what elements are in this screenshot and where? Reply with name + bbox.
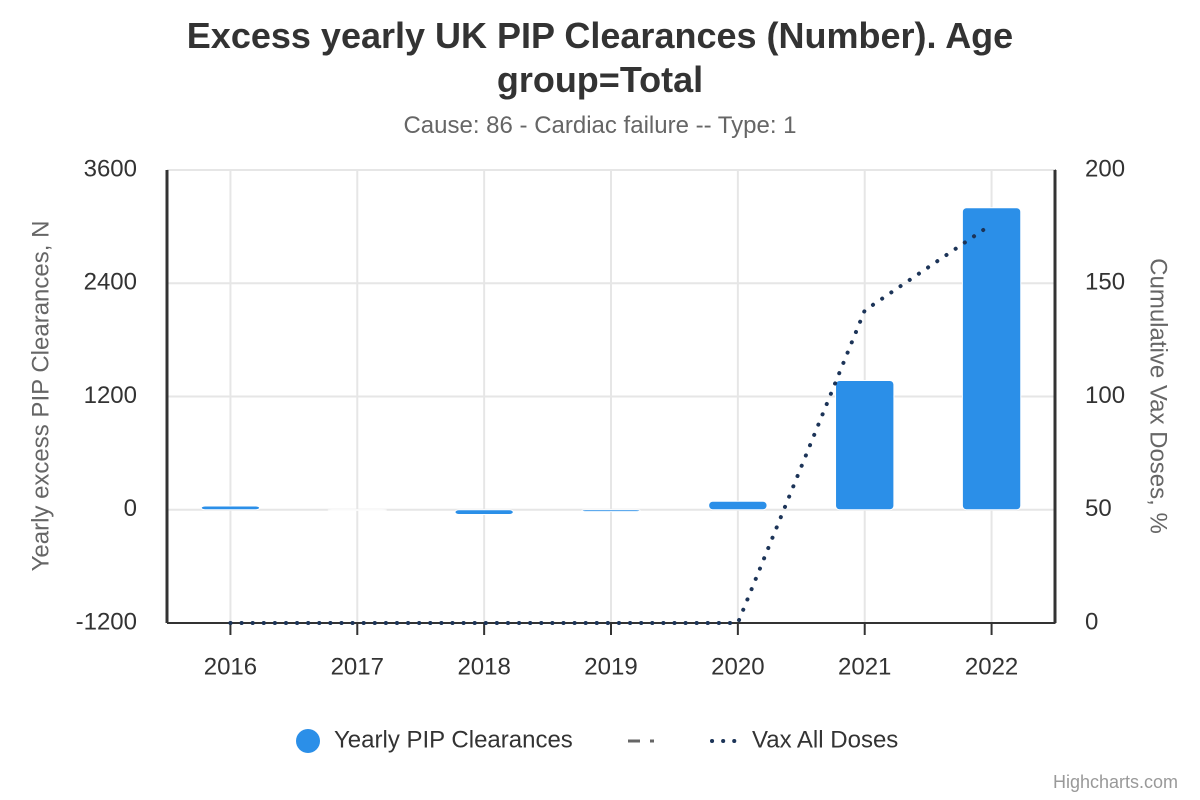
y-axis-title: Yearly excess PIP Clearances, N [27,221,54,572]
y-tick-label: 0 [124,495,137,522]
bar [835,379,895,511]
y-tick-label: 2400 [84,269,137,296]
x-tick-label: 2021 [838,653,891,680]
legend-symbol [296,729,320,753]
line [228,222,994,625]
bar [454,509,514,515]
bar [708,500,768,511]
legend-label: Yearly PIP Clearances [334,726,573,753]
y-tick-label: 3600 [84,155,137,182]
bar [581,509,641,513]
x-tick-label: 2018 [457,653,510,680]
bar [327,509,387,511]
x-tick-label: 2017 [331,653,384,680]
y2-tick-label: 200 [1085,155,1125,182]
x-tick-label: 2022 [965,653,1018,680]
y2-tick-label: 50 [1085,495,1112,522]
y-tick-label: 1200 [84,382,137,409]
y2-tick-label: 100 [1085,382,1125,409]
x-tick-label: 2016 [204,653,257,680]
credits: Highcharts.com [1053,772,1178,792]
x-tick-label: 2020 [711,653,764,680]
y2-axis-title: Cumulative Vax Doses, % [1145,258,1172,534]
bar [200,505,261,511]
chart-subtitle: Cause: 86 - Cardiac failure -- Type: 1 [403,112,797,139]
y2-tick-label: 0 [1085,608,1098,635]
y-tick-label: -1200 [76,608,137,635]
chart-title: Excess yearly UK PIP Clearances (Number)… [186,15,1014,100]
bar [961,207,1022,511]
x-tick-label: 2019 [584,653,637,680]
y2-tick-label: 150 [1085,269,1125,296]
legend-label: Vax All Doses [752,726,898,753]
